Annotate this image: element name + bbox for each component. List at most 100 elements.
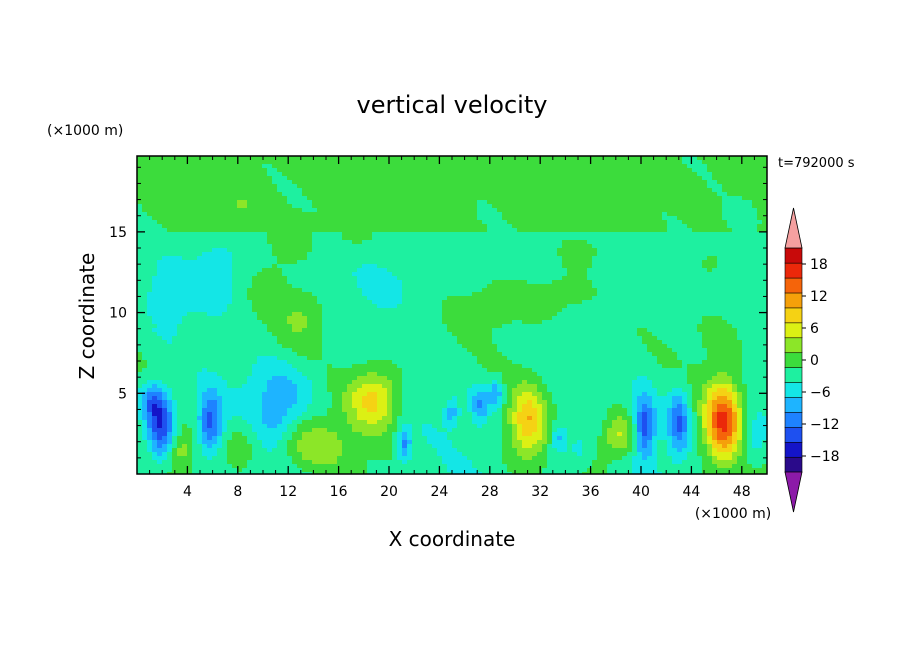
field-cell bbox=[442, 256, 448, 261]
field-cell bbox=[147, 224, 153, 229]
field-cell bbox=[207, 292, 213, 297]
field-cell bbox=[657, 280, 663, 285]
field-cell bbox=[257, 256, 263, 261]
field-cell bbox=[387, 268, 393, 273]
field-cell bbox=[607, 164, 613, 169]
field-cell bbox=[542, 204, 548, 209]
field-cell bbox=[572, 252, 578, 257]
field-cell bbox=[747, 228, 753, 233]
field-cell bbox=[397, 212, 403, 217]
field-cell bbox=[542, 264, 548, 269]
field-cell bbox=[152, 244, 158, 249]
field-cell bbox=[367, 236, 373, 241]
field-cell bbox=[377, 180, 383, 185]
field-cell bbox=[507, 180, 513, 185]
field-cell bbox=[662, 196, 668, 201]
field-cell bbox=[452, 224, 458, 229]
field-cell bbox=[607, 308, 613, 313]
field-cell bbox=[522, 228, 528, 233]
field-cell bbox=[617, 200, 623, 205]
field-cell bbox=[222, 312, 228, 317]
field-cell bbox=[597, 264, 603, 269]
field-cell bbox=[177, 188, 183, 193]
field-cell bbox=[462, 276, 468, 281]
field-cell bbox=[742, 292, 748, 297]
field-cell bbox=[617, 180, 623, 185]
field-cell bbox=[377, 240, 383, 245]
field-cell bbox=[437, 224, 443, 229]
field-cell bbox=[292, 168, 298, 173]
field-cell bbox=[302, 260, 308, 265]
field-cell bbox=[402, 204, 408, 209]
field-cell bbox=[327, 264, 333, 269]
field-cell bbox=[177, 204, 183, 209]
field-cell bbox=[597, 256, 603, 261]
field-cell bbox=[582, 204, 588, 209]
field-cell bbox=[222, 276, 228, 281]
field-cell bbox=[402, 248, 408, 253]
field-cell bbox=[407, 208, 413, 213]
field-cell bbox=[677, 252, 683, 257]
field-cell bbox=[482, 200, 488, 205]
field-cell bbox=[147, 208, 153, 213]
field-cell bbox=[522, 256, 528, 261]
field-cell bbox=[282, 224, 288, 229]
field-cell bbox=[397, 276, 403, 281]
field-cell bbox=[577, 260, 583, 265]
field-cell bbox=[602, 260, 608, 265]
field-cell bbox=[587, 208, 593, 213]
field-cell bbox=[752, 248, 758, 253]
field-cell bbox=[582, 188, 588, 193]
field-cell bbox=[752, 176, 758, 181]
field-cell bbox=[712, 236, 718, 241]
field-cell bbox=[607, 288, 613, 293]
field-cell bbox=[407, 256, 413, 261]
field-cell bbox=[537, 268, 543, 273]
field-cell bbox=[277, 192, 283, 197]
field-cell bbox=[482, 300, 488, 305]
field-cell bbox=[737, 224, 743, 229]
field-cell bbox=[622, 224, 628, 229]
field-cell bbox=[297, 216, 303, 221]
field-cell bbox=[392, 272, 398, 277]
field-cell bbox=[452, 300, 458, 305]
field-cell bbox=[517, 264, 523, 269]
field-cell bbox=[682, 224, 688, 229]
field-cell bbox=[607, 272, 613, 277]
field-cell bbox=[702, 224, 708, 229]
field-cell bbox=[292, 248, 298, 253]
field-cell bbox=[302, 196, 308, 201]
field-cell bbox=[762, 264, 768, 269]
field-cell bbox=[437, 256, 443, 261]
field-cell bbox=[632, 184, 638, 189]
field-cell bbox=[337, 212, 343, 217]
field-cell bbox=[427, 232, 433, 237]
field-cell bbox=[157, 232, 163, 237]
field-cell bbox=[752, 236, 758, 241]
field-cell bbox=[637, 232, 643, 237]
field-cell bbox=[662, 252, 668, 257]
field-cell bbox=[447, 184, 453, 189]
field-cell bbox=[322, 220, 328, 225]
field-cell bbox=[452, 252, 458, 257]
field-cell bbox=[167, 284, 173, 289]
field-cell bbox=[337, 248, 343, 253]
field-cell bbox=[252, 180, 258, 185]
field-cell bbox=[442, 284, 448, 289]
field-cell bbox=[612, 240, 618, 245]
field-cell bbox=[367, 240, 373, 245]
field-cell bbox=[642, 304, 648, 309]
field-cell bbox=[517, 180, 523, 185]
field-cell bbox=[727, 160, 733, 165]
field-cell bbox=[502, 176, 508, 181]
field-cell bbox=[517, 272, 523, 277]
field-cell bbox=[487, 200, 493, 205]
field-cell bbox=[357, 296, 363, 301]
field-cell bbox=[512, 296, 518, 301]
field-cell bbox=[537, 212, 543, 217]
field-cell bbox=[582, 248, 588, 253]
field-cell bbox=[172, 212, 178, 217]
field-cell bbox=[247, 300, 253, 305]
field-cell bbox=[467, 300, 473, 305]
field-cell bbox=[722, 168, 728, 173]
